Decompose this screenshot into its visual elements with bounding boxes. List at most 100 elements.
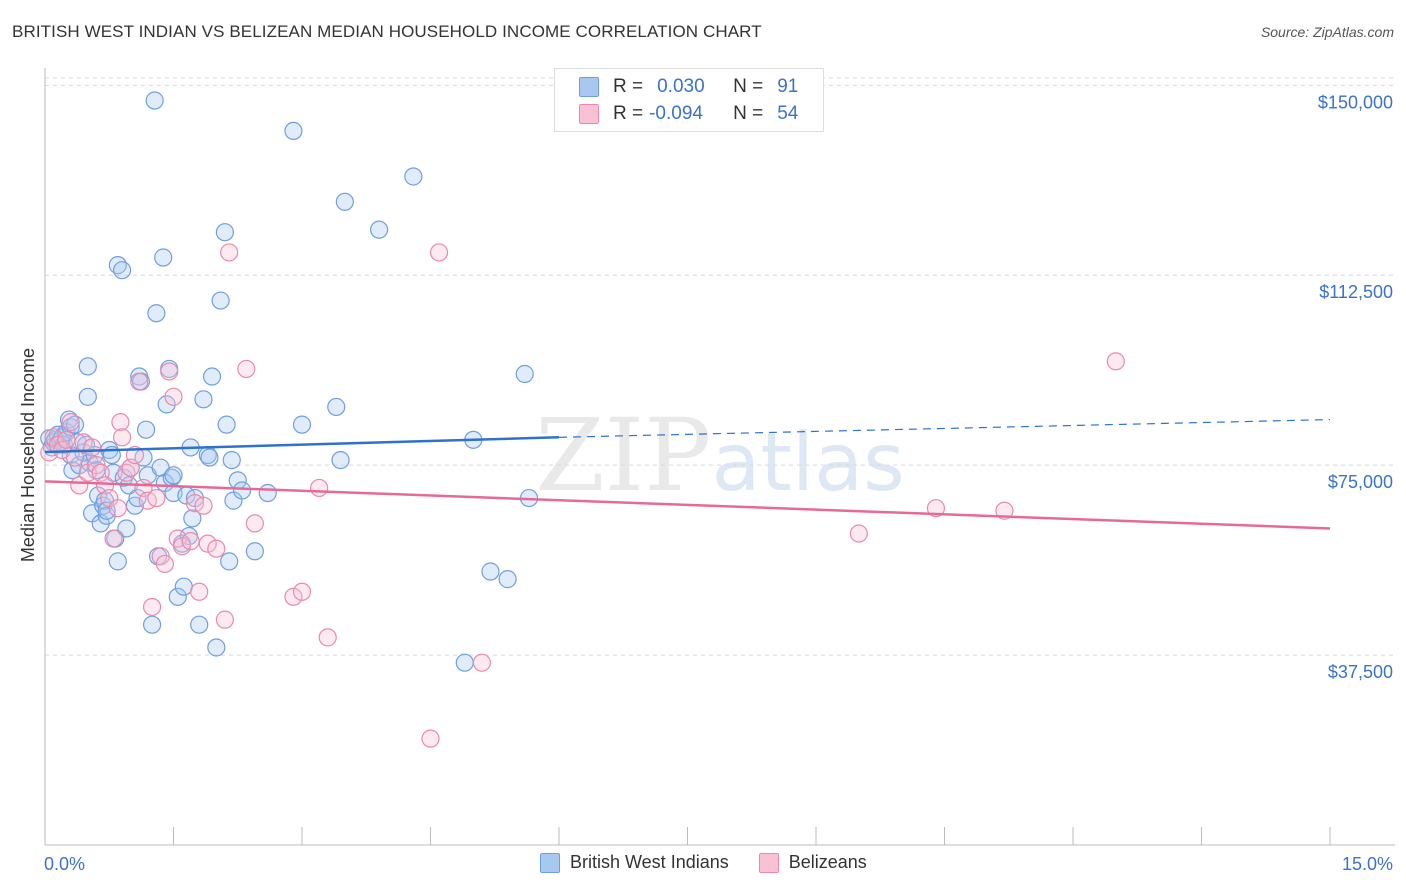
series-legend: British West Indians Belizeans: [540, 852, 897, 873]
data-point-british-west-indian: [200, 448, 219, 467]
legend-r-value: -0.094: [649, 103, 703, 124]
legend-r-value: 0.030: [657, 76, 705, 97]
legend-n-label: N =: [733, 76, 764, 97]
correlation-legend: R = 0.030 N = 91 R = -0.094 N = 54: [554, 68, 824, 132]
data-point-british-west-indian: [220, 552, 239, 571]
data-point-belizean: [155, 554, 175, 574]
series-legend-item-belizeans: Belizeans: [758, 852, 867, 873]
data-point-british-west-indian: [217, 415, 236, 434]
series-swatch-pink: [758, 852, 779, 873]
legend-r-label: R =: [613, 76, 644, 97]
data-point-belizean: [172, 537, 192, 556]
legend-n-value: 91: [777, 76, 799, 97]
data-point-british-west-indian: [78, 387, 97, 406]
data-point-belizean: [292, 582, 312, 601]
trend-line-british-west-indian-extrapolated: [558, 418, 1331, 438]
data-point-belizean: [237, 359, 256, 379]
data-point-british-west-indian: [145, 91, 164, 110]
data-point-british-west-indian: [168, 587, 187, 606]
source-label: Source: ZipAtlas.com: [1260, 24, 1394, 40]
data-point-belizean: [147, 488, 166, 508]
data-point-belizean: [429, 243, 449, 262]
data-point-british-west-indian: [370, 220, 389, 239]
data-point-british-west-indian: [202, 367, 222, 386]
data-point-british-west-indian: [258, 483, 277, 503]
x-tick-label-left: 0.0%: [44, 854, 85, 874]
legend-n-label: N =: [733, 103, 764, 124]
y-tick-label: $150,000: [1318, 92, 1393, 112]
data-point-british-west-indian: [136, 420, 156, 439]
data-point-belizean: [160, 362, 179, 381]
data-point-british-west-indian: [207, 638, 226, 657]
data-point-belizean: [215, 610, 234, 629]
data-point-belizean: [112, 428, 132, 447]
data-point-belizean: [57, 430, 76, 449]
data-point-belizean: [421, 729, 440, 748]
data-point-british-west-indian: [455, 653, 474, 672]
data-point-belizean: [104, 529, 123, 548]
data-point-british-west-indian: [232, 481, 252, 500]
data-point-belizean: [65, 448, 85, 467]
data-point-belizean: [1106, 352, 1125, 371]
legend-swatch-blue: [579, 77, 599, 97]
data-point-belizean: [926, 499, 946, 518]
data-point-british-west-indian: [211, 291, 230, 310]
data-point-belizean: [142, 597, 162, 617]
legend-swatch-pink: [579, 104, 599, 124]
data-point-british-west-indian: [284, 121, 303, 141]
data-point-british-west-indian: [104, 463, 123, 482]
trend-line-belizean: [44, 480, 1331, 530]
x-tick-label-right: 15.0%: [1342, 854, 1393, 874]
data-point-british-west-indian: [194, 390, 213, 409]
trend-line-british-west-indian: [44, 436, 560, 454]
data-point-british-west-indian: [222, 450, 241, 470]
legend-n-value: 54: [777, 103, 799, 124]
data-point-british-west-indian: [108, 552, 127, 571]
data-point-british-west-indian: [190, 615, 209, 634]
y-tick-label: $75,000: [1328, 472, 1393, 492]
data-point-british-west-indian: [245, 542, 264, 561]
data-point-belizean: [194, 496, 213, 515]
data-point-british-west-indian: [147, 304, 166, 323]
data-point-british-west-indian: [331, 450, 350, 470]
data-point-british-west-indian: [498, 570, 517, 589]
legend-row-belizean: R = -0.094 N = 54: [579, 102, 798, 126]
data-point-belizean: [111, 413, 130, 432]
data-point-british-west-indian: [164, 466, 183, 485]
data-point-british-west-indian: [174, 577, 193, 596]
series-legend-item-british-west-indians: British West Indians: [540, 852, 729, 873]
data-point-british-west-indian: [154, 248, 173, 267]
legend-r-label: R =: [613, 103, 644, 124]
data-point-belizean: [245, 514, 264, 533]
data-point-belizean: [130, 372, 149, 391]
data-point-belizean: [198, 534, 217, 553]
y-tick-label: $112,500: [1319, 282, 1393, 302]
data-point-belizean: [83, 438, 102, 457]
data-point-belizean: [284, 587, 303, 606]
series-swatch-blue: [540, 852, 560, 873]
y-axis-label: Median Household Income: [18, 348, 38, 562]
data-point-belizean: [310, 478, 329, 498]
data-point-belizean: [220, 243, 239, 262]
chart-title: BRITISH WEST INDIAN VS BELIZEAN MEDIAN H…: [12, 22, 762, 41]
data-point-british-west-indian: [78, 357, 97, 376]
data-point-belizean: [70, 476, 89, 495]
data-point-belizean: [190, 582, 209, 601]
data-point-belizean: [164, 387, 183, 406]
data-point-belizean: [472, 653, 491, 672]
data-point-belizean: [995, 501, 1014, 520]
watermark: ZIPatlas: [535, 397, 905, 514]
data-point-british-west-indian: [515, 364, 534, 384]
data-point-british-west-indian: [404, 167, 423, 186]
series-label: British West Indians: [570, 852, 729, 872]
legend-row-british-west-indian: R = 0.030 N = 91: [579, 75, 798, 99]
data-point-british-west-indian: [112, 261, 132, 280]
data-point-british-west-indian: [157, 395, 176, 414]
data-point-belizean: [181, 532, 200, 551]
data-point-belizean: [108, 499, 127, 518]
data-point-british-west-indian: [117, 519, 136, 538]
data-point-british-west-indian: [481, 562, 500, 581]
data-point-belizean: [318, 628, 337, 647]
data-point-belizean: [849, 524, 868, 543]
